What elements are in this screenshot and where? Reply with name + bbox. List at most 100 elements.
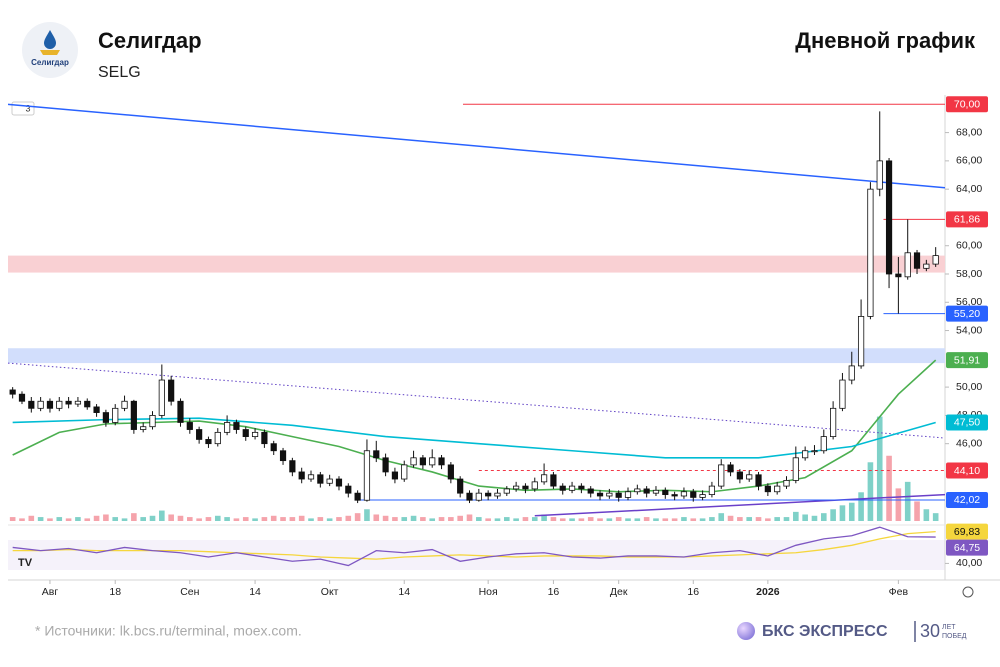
candle-body [606, 492, 613, 497]
volume-bar [252, 518, 258, 521]
volume-bar [149, 515, 156, 521]
volume-bar [867, 462, 874, 521]
candle-body [802, 450, 809, 459]
volume-bar [765, 518, 771, 521]
price-badge [946, 414, 988, 431]
candle-body [223, 422, 231, 433]
candle-body [130, 400, 137, 430]
volume-bar [494, 518, 501, 521]
price-badge-label: 55,20 [954, 308, 980, 320]
volume-bar [214, 515, 221, 521]
price-badge-label: 42,02 [954, 494, 980, 506]
volume-bar [886, 455, 892, 521]
settings-icon[interactable] [962, 586, 974, 598]
candle-body [699, 494, 706, 498]
volume-bar [9, 517, 16, 521]
volume-bar [93, 515, 100, 521]
candle-body [624, 491, 632, 498]
volume-bar [848, 502, 855, 521]
volume-bar [895, 488, 902, 521]
x-tick-label: 16 [548, 586, 560, 598]
price-badge [946, 305, 988, 322]
volume-bar [830, 509, 836, 521]
volume-bar [308, 518, 314, 521]
candle-body [46, 400, 54, 409]
volume-bar [280, 517, 286, 521]
volume-bar [615, 517, 622, 521]
volume-bar [746, 517, 753, 521]
volume-bar [755, 517, 762, 521]
candle-body [391, 471, 399, 480]
price-badge-label: 70,00 [954, 99, 980, 111]
volume-bar [261, 517, 268, 521]
candle-body [736, 471, 743, 480]
logo-text: Селигдар [31, 58, 69, 67]
candle-body [158, 379, 165, 416]
candle-body [335, 478, 343, 487]
candle-body [84, 400, 91, 408]
volume-bar [289, 517, 296, 521]
price-badge [946, 491, 988, 508]
volume-bar [401, 517, 408, 521]
volume-bar [671, 518, 678, 521]
volume-bar [121, 518, 128, 521]
candle-body [503, 488, 510, 494]
y-tick-label: 60,00 [956, 239, 982, 251]
volume-bar [438, 517, 445, 521]
volume-bar [504, 517, 510, 521]
candle-body [475, 492, 482, 501]
candle-body [279, 450, 287, 462]
legend-badge[interactable] [11, 101, 35, 116]
volume-bar [177, 515, 184, 521]
volume-bar [28, 515, 35, 521]
price-pane [8, 103, 945, 521]
price-badge-label: 47,50 [954, 417, 980, 429]
volume-bar [559, 518, 566, 521]
candle-body [177, 400, 184, 423]
volume-bar [513, 518, 519, 521]
candle-body [774, 485, 781, 493]
volume-bar [681, 517, 687, 521]
candle-body [112, 407, 119, 423]
volume-bar [904, 481, 911, 521]
candle-body [792, 457, 799, 481]
candle-body [540, 474, 548, 483]
chart-kind: Дневной график [795, 28, 976, 53]
x-tick-label: 2026 [756, 586, 780, 598]
volume-bar [662, 518, 669, 521]
y-tick-label: 46,00 [956, 437, 982, 449]
volume-bar [783, 517, 790, 521]
volume-bar [737, 517, 743, 521]
volume-bar [345, 515, 352, 521]
volume-bar [233, 518, 240, 521]
candle-body [913, 252, 921, 269]
candle-body [531, 481, 538, 490]
tv-logo: TV [18, 557, 33, 569]
volume-bar [457, 515, 463, 521]
anniversary: 30 [920, 621, 940, 641]
volume-bar [159, 510, 165, 521]
volume-bar [811, 515, 818, 521]
volume-bar [37, 517, 44, 521]
candle-body [550, 474, 557, 487]
volume-bar [187, 517, 193, 521]
ticker: SELG [98, 64, 141, 81]
candle-body [186, 422, 193, 430]
candle-body [568, 485, 576, 491]
legend-badge-text: 3 [25, 103, 30, 113]
candle-body [251, 431, 259, 438]
volume-bar [839, 505, 846, 521]
candle-body [410, 457, 417, 466]
volume-bar [578, 518, 585, 521]
candle-body [494, 492, 501, 497]
volume-bar [858, 492, 864, 521]
candle-body [93, 406, 100, 413]
volume-bar [606, 518, 613, 521]
price-badge [946, 211, 988, 228]
volume-bar [354, 513, 361, 521]
volume-bar [196, 518, 202, 521]
volume-bar [392, 517, 398, 521]
candle-body [205, 439, 212, 445]
x-tick-label: 14 [398, 586, 410, 598]
volume-bar [103, 514, 109, 521]
